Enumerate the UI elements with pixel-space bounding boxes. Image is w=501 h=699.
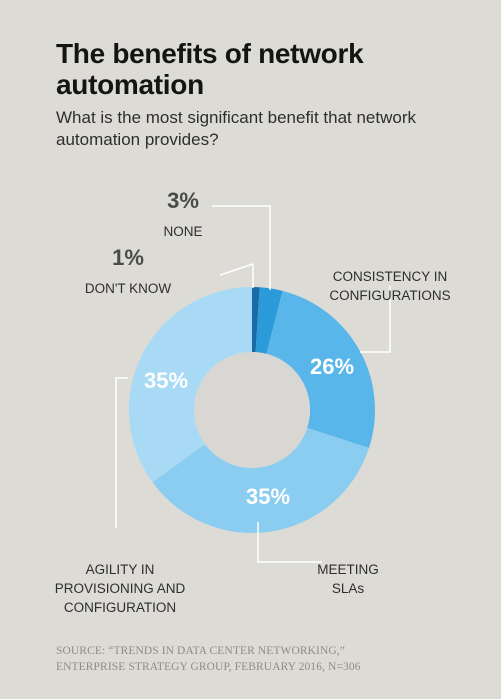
donut-center [194, 352, 310, 468]
category-label-line: NONE [163, 224, 202, 239]
category-label-line: CONFIGURATION [64, 600, 176, 615]
source-line-2: ENTERPRISE STRATEGY GROUP, FEBRUARY 2016… [56, 661, 361, 673]
outer-labels: DON'T KNOW NONE CONSISTENCY IN CONFIGURATIO… [55, 224, 451, 615]
chart-title: The benefits of network automation [56, 38, 364, 100]
percent-label-meeting-slas: 35% [246, 484, 290, 509]
category-label-consistency-in-configurations: CONSISTENCY IN CONFIGURATIONS [329, 269, 450, 303]
source-note: SOURCE: “TRENDS IN DATA CENTER NETWORKIN… [56, 643, 486, 675]
category-label-line: SLAs [332, 581, 365, 596]
percent-label-none: 3% [167, 188, 199, 213]
category-label-agility-in-provisioning-and-configuration: AGILITY IN PROVISIONING AND CONFIGURATION [55, 562, 186, 615]
category-label-none: NONE [163, 224, 202, 239]
percent-label-consistency-in-configurations: 26% [310, 354, 354, 379]
leader-line-don-t-know [219, 262, 254, 288]
category-label-line: MEETING [317, 562, 379, 577]
leader-line-none [212, 205, 271, 290]
category-label-meeting-slas: MEETING SLAs [317, 562, 379, 596]
category-label-line: PROVISIONING AND [55, 581, 186, 596]
chart-subtitle: What is the most significant benefit tha… [56, 108, 417, 149]
category-label-line: CONSISTENCY IN [333, 269, 448, 284]
slice-don-t-know [252, 287, 260, 353]
category-label-line: DON'T KNOW [85, 281, 172, 296]
percent-label-agility-in-provisioning-and-configuration: 35% [144, 368, 188, 393]
category-label-don-t-know: DON'T KNOW [85, 281, 172, 296]
leader-lines [115, 205, 391, 563]
slice-consistency-in-configurations [266, 290, 375, 449]
category-label-line: AGILITY IN [86, 562, 155, 577]
percent-label-don-t-know: 1% [112, 245, 144, 270]
category-label-line: CONFIGURATIONS [329, 288, 450, 303]
leader-line-consistency-in-configurations [360, 286, 391, 353]
slice-none [255, 287, 283, 354]
leader-line-agility-in-provisioning-and-configuration [115, 377, 128, 528]
slice-agility-in-provisioning-and-configuration [129, 287, 252, 483]
donut-slices [129, 287, 375, 533]
leader-line-meeting-slas [257, 522, 322, 563]
source-line-1: SOURCE: “TRENDS IN DATA CENTER NETWORKIN… [56, 645, 345, 657]
inner-percent-labels: 1% 3% 26% 35% 35% [112, 188, 354, 509]
slice-meeting-slas [152, 427, 369, 533]
